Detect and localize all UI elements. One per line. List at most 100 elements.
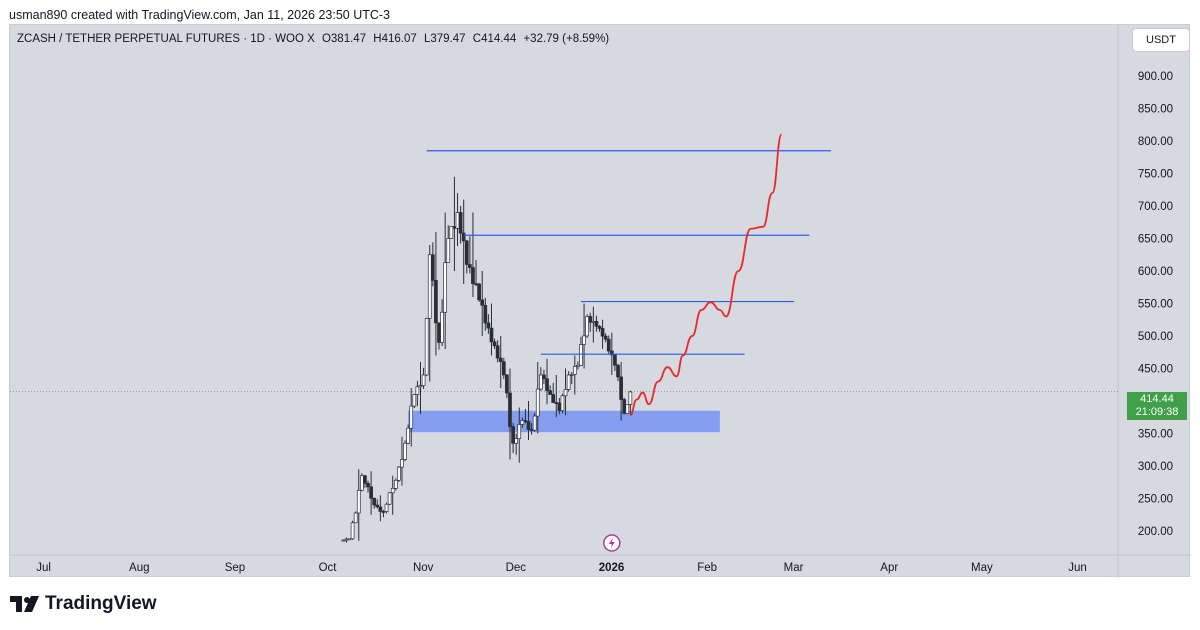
candle-body <box>390 488 395 494</box>
candle-body <box>548 390 552 395</box>
candle-body <box>526 421 531 430</box>
symbol-title[interactable]: ZCASH / TETHER PERPETUAL FUTURES · 1D · … <box>17 33 315 45</box>
tradingview-logo-icon <box>10 596 39 612</box>
candle-body <box>468 264 472 268</box>
y-tick-label: 800.00 <box>1138 136 1173 148</box>
candle-body <box>464 240 469 265</box>
tradingview-brand[interactable]: TradingView <box>10 593 157 615</box>
candle-body <box>427 254 432 319</box>
y-tick-label: 200.00 <box>1138 526 1173 538</box>
candle-body <box>609 350 614 356</box>
candle-body <box>622 399 627 414</box>
candle-body <box>625 404 630 414</box>
current-price-label: 414.44 <box>1140 393 1174 405</box>
candle-body <box>582 335 586 345</box>
candle-body <box>606 338 611 352</box>
candle-body <box>471 267 475 285</box>
candle-body <box>415 386 420 395</box>
candle-body <box>452 226 457 229</box>
candle-body <box>486 322 491 329</box>
bar-countdown: 21:09:38 <box>1135 406 1179 418</box>
projection-path <box>629 133 783 417</box>
chart-area[interactable]: 200.00250.00300.00350.00400.00450.00500.… <box>9 24 1191 578</box>
candle-body <box>566 374 571 390</box>
x-tick-label: Mar <box>784 562 804 574</box>
candle-body <box>557 402 562 412</box>
candle-body <box>434 280 438 324</box>
candle-body <box>406 427 410 444</box>
lightning-icon <box>603 534 621 552</box>
x-tick-label: Jun <box>1068 562 1087 574</box>
candle-body <box>350 522 355 540</box>
candle-body <box>545 378 549 392</box>
candle-body <box>520 420 525 425</box>
current-price-tag: 414.44 21:09:38 <box>1127 392 1187 420</box>
candle-body <box>446 238 451 264</box>
candle-body <box>400 459 404 468</box>
candle-body <box>403 442 407 460</box>
candle-body <box>359 475 364 491</box>
support-zone <box>408 410 720 433</box>
candle-body <box>572 366 577 375</box>
currency-button[interactable]: USDT <box>1132 28 1190 52</box>
open-value: O381.47 <box>321 33 367 45</box>
candle-body <box>563 389 568 397</box>
candle-body <box>597 325 602 329</box>
candle-body <box>372 497 377 506</box>
candle-body <box>576 364 580 367</box>
candle-body <box>461 232 466 242</box>
candle-body <box>366 483 370 488</box>
candle-body <box>393 479 398 489</box>
candle-body <box>588 316 593 323</box>
candle-body <box>613 354 617 366</box>
candle-body <box>505 374 509 394</box>
candle-body <box>375 504 380 508</box>
change-value: +32.79 (+8.59%) <box>523 33 610 45</box>
candle-body <box>449 226 454 239</box>
candle-body <box>356 489 361 514</box>
candle-body <box>594 320 599 327</box>
candle-body <box>443 262 448 313</box>
candle-body <box>523 420 528 422</box>
candle-body <box>437 322 441 343</box>
close-value: C414.44 <box>472 33 517 45</box>
y-tick-label: 850.00 <box>1138 104 1173 116</box>
candle-body <box>532 415 537 431</box>
candle-body <box>344 538 349 541</box>
brand-name: TradingView <box>45 593 157 614</box>
candle-body <box>603 335 608 340</box>
candle-body <box>542 374 546 380</box>
candle-body <box>458 212 463 234</box>
candle-body <box>477 283 481 301</box>
y-tick-label: 500.00 <box>1138 331 1173 343</box>
y-tick-label: 600.00 <box>1138 266 1173 278</box>
y-tick-label: 900.00 <box>1138 71 1173 83</box>
candle-body <box>535 388 540 417</box>
candle-body <box>514 438 519 444</box>
y-tick-label: 700.00 <box>1138 201 1173 213</box>
candle-body <box>440 311 444 343</box>
candle-body <box>378 506 383 512</box>
candle-body <box>511 426 515 444</box>
price-chart[interactable]: 200.00250.00300.00350.00400.00450.00500.… <box>10 25 1191 578</box>
candle-body <box>430 254 435 281</box>
candle-body <box>363 475 367 484</box>
y-tick-label: 750.00 <box>1138 169 1173 181</box>
chart-credit: usman890 created with TradingView.com, J… <box>9 8 391 22</box>
candle-body <box>474 283 478 286</box>
x-tick-label: 2026 <box>599 562 625 574</box>
candle-body <box>387 492 392 505</box>
y-tick-label: 300.00 <box>1138 461 1173 473</box>
candle-body <box>585 316 589 337</box>
x-tick-label: Dec <box>506 562 527 574</box>
symbol-header: ZCASH / TETHER PERPETUAL FUTURES · 1D · … <box>17 33 613 45</box>
candle-body <box>529 429 534 431</box>
candle-body <box>501 361 506 376</box>
candle-body <box>554 402 559 404</box>
candle-body <box>353 512 358 524</box>
candle-body <box>455 212 460 229</box>
candle-body <box>409 405 414 429</box>
candle-body <box>421 374 426 386</box>
candle-body <box>424 318 429 376</box>
x-tick-label: Jul <box>36 562 51 574</box>
